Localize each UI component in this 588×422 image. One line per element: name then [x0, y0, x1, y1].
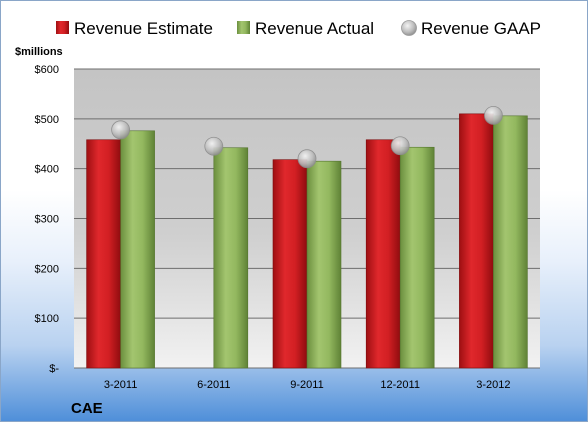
legend-swatch-gaap: [401, 20, 417, 36]
legend: Revenue Estimate Revenue Actual Revenue …: [56, 19, 541, 38]
bar-revenue-estimate: [365, 139, 401, 369]
unit-label: $millions: [15, 46, 63, 58]
bar-revenue-estimate: [272, 159, 308, 369]
x-tick-label: 3-2011: [104, 379, 137, 391]
y-axis: $- $100 $200 $300 $400 $500 $600: [35, 64, 60, 375]
marker-revenue-gaap: [111, 120, 130, 140]
bar-revenue-estimate: [86, 139, 121, 369]
legend-swatch-actual: [237, 21, 250, 34]
ticker-label: CAE: [71, 400, 103, 417]
bar-revenue-actual: [213, 147, 249, 369]
y-tick-label: $-: [49, 363, 59, 375]
y-tick-label: $300: [35, 214, 59, 226]
marker-revenue-gaap: [204, 136, 224, 156]
y-tick-label: $600: [35, 64, 59, 76]
legend-label-gaap: Revenue GAAP: [421, 19, 541, 38]
x-tick-label: 9-2011: [290, 379, 323, 391]
y-tick-label: $200: [35, 263, 59, 275]
bar-revenue-actual: [399, 146, 435, 369]
marker-revenue-gaap: [297, 149, 317, 169]
legend-label-actual: Revenue Actual: [255, 19, 374, 38]
gaap-markers-layer: [111, 105, 503, 169]
x-axis: 3-2011 6-2011 9-2011 12-2011 3-2012: [104, 379, 511, 391]
y-tick-label: $400: [35, 164, 59, 176]
y-tick-label: $100: [35, 313, 59, 325]
marker-revenue-gaap: [390, 136, 410, 156]
legend-swatch-estimate: [56, 21, 69, 34]
bar-revenue-actual: [493, 115, 528, 369]
x-tick-label: 12-2011: [380, 379, 420, 391]
bars-layer: [86, 113, 528, 369]
bar-revenue-actual: [120, 130, 155, 369]
bar-revenue-estimate: [459, 113, 494, 369]
x-tick-label: 6-2011: [197, 379, 230, 391]
bar-revenue-actual: [306, 160, 342, 369]
legend-label-estimate: Revenue Estimate: [74, 19, 213, 38]
marker-revenue-gaap: [483, 105, 503, 125]
x-tick-label: 3-2012: [476, 379, 510, 391]
y-tick-label: $500: [35, 114, 59, 126]
